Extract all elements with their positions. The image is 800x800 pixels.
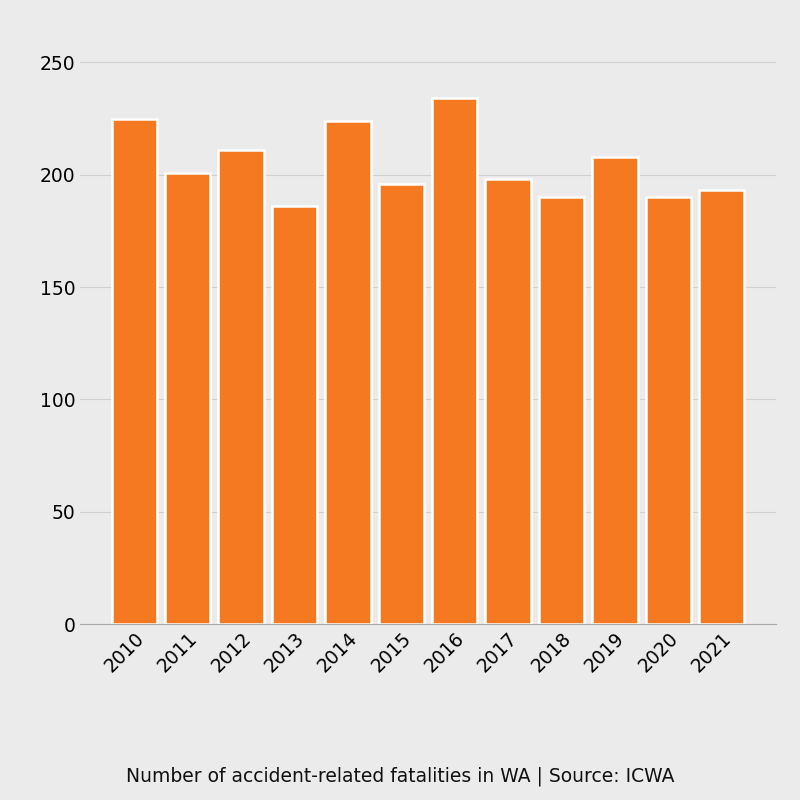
Bar <box>165 173 210 624</box>
Bar <box>272 206 318 624</box>
Bar <box>432 98 478 624</box>
Bar <box>112 118 157 624</box>
Bar <box>592 157 638 624</box>
Bar <box>646 198 691 624</box>
Bar <box>538 198 584 624</box>
Bar <box>699 190 744 624</box>
Bar <box>378 184 424 624</box>
Bar <box>218 150 264 624</box>
Text: Number of accident-related fatalities in WA | Source: ICWA: Number of accident-related fatalities in… <box>126 766 674 786</box>
Bar <box>486 179 530 624</box>
Bar <box>326 121 370 624</box>
